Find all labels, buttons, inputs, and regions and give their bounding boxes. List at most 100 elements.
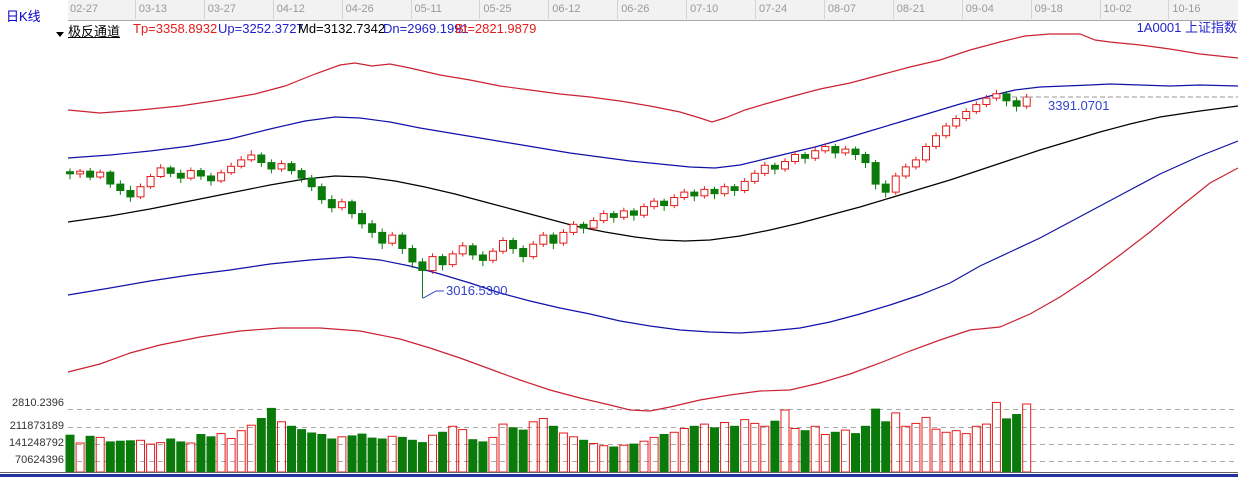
candle-body — [176, 172, 185, 179]
x-axis-date-label: 09-04 — [965, 3, 994, 15]
volume-bar — [981, 423, 991, 473]
candle-body — [378, 231, 387, 244]
volume-bar — [246, 424, 256, 473]
candle-body — [408, 248, 417, 263]
volume-bar — [478, 441, 488, 473]
candle-body — [640, 206, 648, 216]
volume-bar — [508, 427, 518, 473]
candle-body — [86, 170, 95, 178]
candle-body — [871, 162, 880, 185]
x-axis-tick — [548, 0, 550, 19]
x-axis-date-label: 08-07 — [827, 3, 857, 15]
volume-bar — [558, 432, 568, 473]
volume-bar — [800, 430, 810, 473]
volume-bar — [891, 412, 901, 473]
x-axis-tick — [134, 0, 136, 19]
x-axis-tick — [823, 0, 825, 19]
x-axis-date-label: 03-13 — [138, 3, 168, 15]
x-axis-tick — [617, 0, 619, 19]
candle-body — [277, 163, 286, 170]
candle-body — [569, 223, 578, 233]
volume-bar — [125, 440, 135, 473]
volume-bar — [317, 434, 327, 473]
candle-body — [448, 253, 457, 266]
volume-bar — [589, 443, 599, 473]
volume-bar — [216, 433, 226, 473]
candle-body — [982, 97, 991, 105]
indicator-value-md: Md=3132.7342 — [298, 21, 386, 36]
volume-bar — [579, 439, 589, 473]
volume-axis-label-2: 141248792 — [8, 437, 64, 449]
candle-body — [428, 256, 437, 272]
candle-body — [559, 231, 568, 244]
candle-body — [811, 150, 820, 159]
volume-bar — [760, 425, 770, 473]
candle-body — [650, 200, 659, 208]
x-axis-tick — [1030, 0, 1032, 19]
volume-bar — [780, 409, 790, 473]
candle-body — [468, 245, 477, 256]
candle-body — [1012, 100, 1021, 107]
candle-body — [589, 220, 598, 229]
volume-bar — [991, 401, 1001, 473]
chevron-down-icon[interactable] — [56, 32, 64, 37]
volume-bar — [428, 434, 437, 473]
volume-bar — [397, 436, 407, 473]
candle-body — [609, 213, 618, 218]
symbol-title: 1A0001 上证指数 — [1136, 20, 1237, 35]
x-axis-tick — [892, 0, 894, 19]
volume-bar — [166, 438, 176, 473]
candle-body — [911, 159, 920, 168]
x-axis-date-label: 02-27 — [70, 3, 99, 15]
candle-body — [901, 166, 910, 177]
volume-bar — [367, 437, 377, 473]
x-axis-tick — [1168, 0, 1170, 19]
candles-layer — [66, 90, 1031, 299]
indicator-value-bt: Bt=2821.9879 — [455, 21, 537, 36]
candle-body — [851, 148, 860, 156]
candle-body — [116, 183, 125, 192]
candle-body — [891, 175, 900, 193]
x-axis-date-label: 10-02 — [1103, 3, 1132, 15]
x-axis-tick — [341, 0, 343, 19]
volume-bar — [377, 438, 387, 473]
indicator-bar: 极反通道 Tp=3358.8932 Up=3252.3727 Md=3132.7… — [0, 21, 1238, 39]
volume-bar — [277, 421, 286, 473]
candle-body — [549, 234, 558, 244]
volume-bar — [951, 430, 961, 473]
volume-bar — [790, 428, 800, 473]
volume-bar — [347, 435, 357, 473]
volume-bar — [548, 425, 558, 473]
candle-body — [529, 243, 538, 258]
volume-bar — [417, 442, 427, 473]
candle-body — [992, 93, 1001, 99]
candle-body — [247, 154, 256, 161]
candle-body — [841, 148, 850, 154]
volume-bar — [569, 436, 578, 473]
candle-body — [388, 234, 397, 244]
volume-bar — [538, 418, 548, 473]
indicator-name[interactable]: 极反通道 — [68, 24, 121, 39]
candle-body — [358, 213, 366, 225]
volume-bar — [407, 439, 417, 473]
volume-bar — [750, 422, 760, 473]
volume-bar — [871, 408, 881, 473]
candle-body — [317, 186, 326, 201]
x-axis-date-label: 06-26 — [621, 3, 650, 15]
candle-body — [710, 188, 719, 195]
candle-body — [670, 197, 679, 207]
volume-bar — [689, 425, 699, 473]
volume-bar — [851, 433, 860, 473]
x-axis-date-label: 04-26 — [345, 3, 374, 15]
candle-body — [962, 111, 971, 119]
x-axis-tick — [272, 0, 274, 19]
indicator-value-dn: Dn=2969.1991 — [383, 21, 469, 36]
volume-bar — [971, 425, 981, 473]
volume-bar — [156, 442, 166, 473]
channel-line-md — [67, 105, 1238, 242]
candle-body — [257, 154, 266, 163]
volume-baseline — [0, 472, 1238, 473]
window-bottom-border — [0, 474, 1238, 477]
